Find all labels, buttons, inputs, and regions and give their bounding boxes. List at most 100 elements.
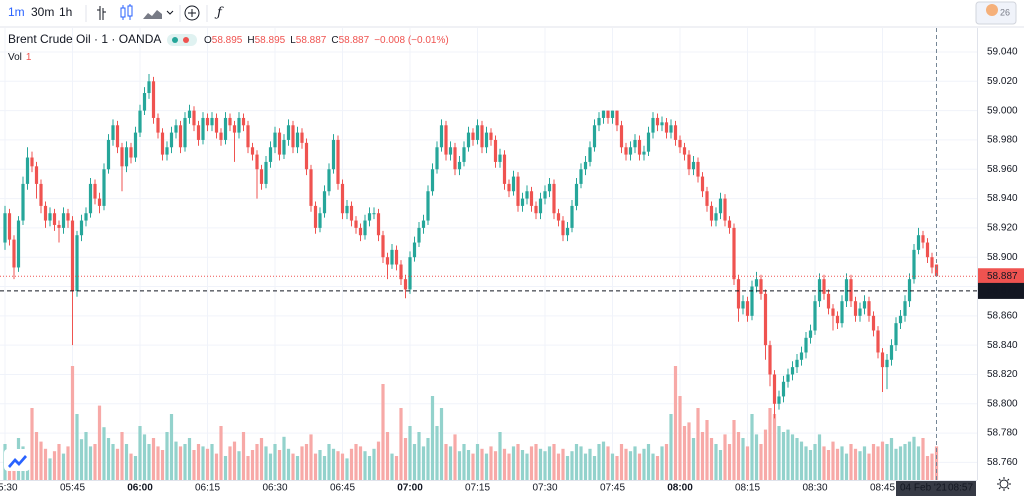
volume-bar — [462, 444, 466, 480]
candle-body — [808, 330, 813, 338]
candle-body — [745, 301, 750, 316]
volume-bar — [300, 446, 304, 480]
volume-bar — [367, 456, 372, 480]
candle-body — [210, 117, 214, 126]
chart-type-dropdown[interactable] — [166, 10, 174, 15]
candle-body — [597, 117, 601, 126]
volume-bar — [106, 438, 111, 480]
volume-bar — [772, 414, 777, 480]
volume-bar — [651, 453, 655, 480]
candle-body — [97, 198, 102, 206]
candle-body — [619, 125, 624, 148]
volume-bar — [840, 446, 844, 480]
candle-body — [70, 220, 75, 291]
y-tick-label: 59.020 — [987, 76, 1018, 87]
timeframe-button[interactable]: 1h — [59, 5, 72, 19]
candle-body — [471, 132, 475, 140]
volume-bar — [921, 438, 925, 480]
volume-bar — [507, 453, 511, 480]
volume-bar — [183, 444, 187, 480]
candle-body — [493, 139, 498, 162]
candle-body — [457, 161, 462, 170]
candle-body — [255, 154, 259, 170]
candle-body — [655, 117, 660, 126]
volume-bar — [435, 426, 439, 480]
volume-bar — [376, 441, 381, 480]
candle-body — [916, 235, 921, 250]
volume-bar — [768, 408, 772, 480]
volume-bar — [727, 444, 732, 480]
ohlc-legend: O58.895 H58.895 L58.887 C58.887 −0.008 (−0.0… — [204, 35, 449, 46]
volume-value: 1 — [26, 52, 32, 63]
candle-body — [408, 257, 412, 290]
volume-bar — [120, 432, 124, 480]
volume-bar — [358, 446, 363, 480]
volume-bar — [232, 441, 237, 480]
candle-body — [34, 166, 39, 184]
candle-body — [759, 279, 763, 294]
volume-bar — [610, 453, 615, 480]
candle-body — [844, 279, 849, 302]
settings-button[interactable] — [997, 477, 1011, 491]
candle-body — [327, 169, 331, 192]
candle-body — [444, 125, 448, 155]
candle-body — [192, 110, 196, 126]
timeframe-button[interactable]: 30m — [31, 5, 54, 19]
candle-body — [462, 147, 466, 162]
candle-body — [673, 125, 678, 140]
candle-body — [394, 249, 399, 265]
volume-bar — [372, 448, 376, 480]
candle-body — [156, 117, 160, 133]
volume-bar — [871, 444, 876, 480]
volume-bar — [309, 434, 313, 480]
volume-bar — [754, 434, 759, 480]
price-label: 58.887 — [987, 271, 1018, 282]
volume-bar — [691, 438, 696, 480]
candle-body — [7, 213, 12, 240]
candle-body — [147, 81, 151, 94]
volume-bar — [322, 456, 327, 480]
candle-body — [304, 142, 309, 170]
volume-bar — [57, 444, 61, 480]
candles-icon[interactable] — [120, 4, 133, 20]
candle-body — [3, 213, 7, 243]
volume-bar — [30, 408, 34, 480]
candle-body — [61, 213, 66, 228]
volume-bar — [808, 450, 813, 480]
candle-body — [475, 125, 480, 140]
area-icon[interactable] — [143, 10, 162, 19]
indicators-button[interactable]: ƒ — [214, 6, 224, 21]
bars-icon[interactable] — [97, 6, 106, 20]
volume-bar — [79, 439, 84, 480]
candle-body — [300, 132, 304, 143]
candle-body — [201, 117, 205, 140]
volume-bar — [804, 446, 808, 480]
compare-button[interactable] — [184, 5, 200, 21]
volume-bar — [115, 448, 120, 480]
volume-bar — [349, 448, 354, 480]
candle-body — [709, 205, 714, 221]
avatar[interactable]: 26 — [975, 1, 1017, 25]
volume-bar — [223, 456, 228, 480]
candle-body — [768, 345, 772, 375]
volume-bar — [268, 453, 273, 480]
volume-bar — [777, 426, 781, 480]
timeframe-button[interactable]: 1m — [8, 5, 25, 19]
candle-body — [714, 213, 718, 221]
candle-body — [862, 301, 867, 309]
volume-bar — [552, 444, 556, 480]
volume-bar — [543, 451, 547, 480]
candle-body — [660, 122, 664, 126]
volume-bar — [579, 446, 583, 480]
candle-body — [466, 132, 471, 148]
volume-bar — [313, 453, 318, 480]
candle-body — [700, 176, 705, 192]
candle-body — [921, 235, 925, 243]
volume-bar — [493, 451, 498, 480]
volume-bar — [160, 450, 165, 480]
candle-body — [642, 151, 646, 155]
candle-body — [664, 122, 669, 133]
volume-bar — [759, 444, 763, 480]
ohlc-label: C — [331, 35, 338, 46]
volume-bar — [637, 453, 642, 480]
